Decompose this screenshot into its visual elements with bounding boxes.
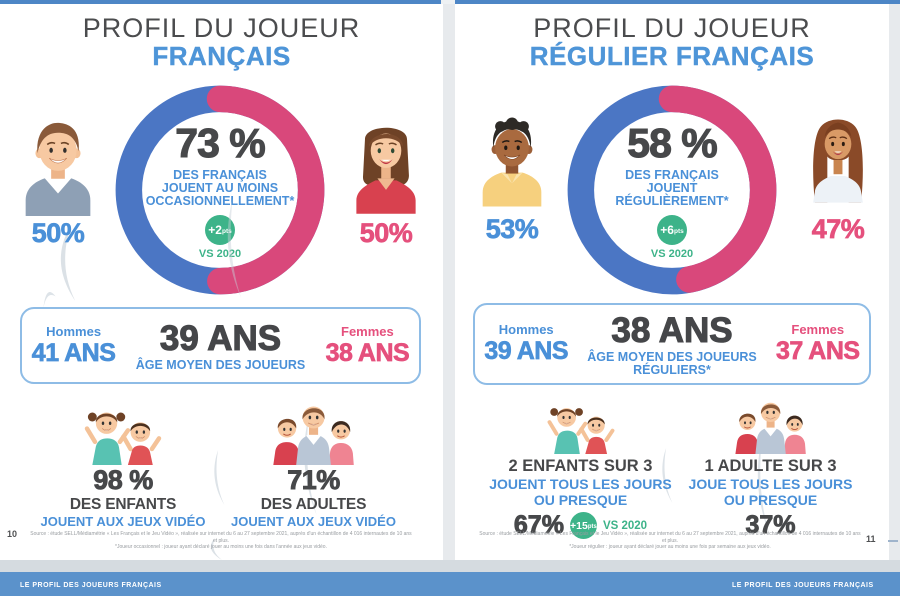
footer-bar	[0, 572, 900, 596]
footer-title: LE PROFIL DES JOUEURS FRANÇAIS	[20, 582, 162, 589]
children-icon	[547, 408, 614, 454]
women-age: Femmes 38 ANS	[316, 324, 419, 368]
average-age: 38 ANS ÂGE MOYEN DES JOUEURS RÉGULIERS*	[577, 310, 766, 378]
average-age: 39 ANS ÂGE MOYEN DES JOUEURS	[125, 318, 316, 373]
page-edge	[889, 4, 900, 560]
men-share: 50%	[8, 118, 108, 249]
page-divider	[443, 4, 455, 560]
delta-unit: pts	[221, 228, 232, 235]
woman-avatar-icon	[356, 127, 416, 214]
source-footnote: Source : étude SELL/Médiamétrie « Les Fr…	[479, 531, 861, 550]
women-share: 47%	[793, 108, 883, 245]
women-age-label: Femmes	[341, 323, 394, 339]
woman-avatar-icon	[813, 119, 863, 203]
page-subtitle: RÉGULIER FRANÇAIS	[529, 41, 815, 71]
men-age-value: 39 ANS	[484, 337, 569, 366]
children-stat: 98 % DES ENFANTS JOUENT AUX JEUX VIDÉO	[38, 401, 208, 529]
donut-segment-femmes	[115, 85, 325, 295]
men-share: 53%	[467, 112, 557, 245]
men-percent: 50%	[31, 218, 85, 249]
delta-value: +2	[208, 223, 222, 237]
adults-icon	[272, 406, 354, 465]
women-age-value: 38 ANS	[325, 338, 410, 367]
stat-subtitle: JOUENT TOUS LES JOURS OU PRESQUE	[489, 476, 672, 508]
vs-2020-label: VS 2020	[198, 248, 242, 260]
stat-value-row: 37%	[673, 511, 868, 540]
donut-center: 58 % DES FRANÇAIS JOUENT RÉGULIÈREMENT* …	[566, 119, 778, 260]
stat-subtitle: JOUE TOUS LES JOURS OU PRESQUE	[688, 476, 853, 508]
adults-stat: 1 ADULTE SUR 3 JOUE TOUS LES JOURS OU PR…	[673, 398, 868, 540]
stat-title: DES ADULTES	[260, 496, 367, 513]
stat-subtitle: JOUENT AUX JEUX VIDÉO	[231, 514, 396, 529]
men-percent: 53%	[485, 214, 539, 245]
gender-donut-chart: 73 % DES FRANÇAIS JOUENT AU MOINS OCCASI…	[114, 84, 326, 296]
women-age: Femmes 37 ANS	[767, 322, 869, 366]
stat-value: 98 %	[93, 465, 154, 496]
stat-title: 1 ADULTE SUR 3	[704, 457, 837, 475]
age-summary-box: Hommes 39 ANS 38 ANS ÂGE MOYEN DES JOUEU…	[473, 303, 871, 385]
donut-center: 73 % DES FRANÇAIS JOUENT AU MOINS OCCASI…	[114, 119, 326, 260]
adults-stat: 71% DES ADULTES JOUENT AUX JEUX VIDÉO	[226, 401, 401, 529]
average-age-label: ÂGE MOYEN DES JOUEURS	[135, 357, 306, 372]
children-stat: 2 ENFANTS SUR 3 JOUENT TOUS LES JOURS OU…	[483, 398, 678, 540]
players-percent-label: DES FRANÇAIS JOUENT RÉGULIÈREMENT*	[615, 168, 729, 208]
women-percent: 47%	[811, 214, 865, 245]
delta-badge: +15 pts	[569, 512, 597, 539]
bottom-strip	[0, 560, 900, 572]
age-summary-box: Hommes 41 ANS 39 ANS ÂGE MOYEN DES JOUEU…	[20, 307, 421, 384]
top-border-notch	[441, 0, 455, 4]
players-percent: 73 %	[175, 119, 267, 166]
page-title: PROFIL DU JOUEUR	[82, 13, 361, 43]
delta-unit: pts	[673, 228, 684, 235]
vs-2020-label: VS 2020	[650, 248, 694, 260]
men-age: Hommes 41 ANS	[22, 324, 125, 368]
page-right: PROFIL DU JOUEUR RÉGULIER FRANÇAIS 58 % …	[455, 4, 889, 560]
man-avatar-icon	[482, 117, 542, 207]
page-number: 11	[866, 534, 876, 544]
stat-value: 71%	[287, 465, 341, 496]
donut-segment-femmes	[567, 85, 777, 295]
women-percent: 50%	[359, 218, 413, 249]
adults-icon	[734, 402, 806, 454]
source-footnote: Source : étude SELL/Médiamétrie « Les Fr…	[30, 531, 412, 550]
men-age-value: 41 ANS	[31, 338, 116, 367]
delta-badge: +2 pts	[205, 215, 235, 245]
stat-value: 67%	[513, 511, 564, 540]
stat-title: DES ENFANTS	[69, 496, 177, 513]
delta-value: +6	[660, 223, 674, 237]
vs-2020-label: VS 2020	[602, 519, 648, 532]
stat-value-row: 67% +15 pts VS 2020	[483, 511, 678, 540]
children-icon	[84, 412, 162, 465]
page-left: PROFIL DU JOUEUR FRANÇAIS 73 % DES FRANÇ…	[0, 4, 443, 560]
women-age-label: Femmes	[791, 322, 845, 337]
stat-title: 2 ENFANTS SUR 3	[508, 457, 653, 475]
page-number: 10	[7, 529, 18, 539]
women-share: 50%	[336, 116, 436, 249]
man-avatar-icon	[25, 122, 91, 216]
men-age: Hommes 39 ANS	[475, 322, 577, 366]
delta-badge: +6 pts	[657, 215, 687, 245]
page-subtitle: FRANÇAIS	[152, 41, 291, 71]
donut-ring	[115, 85, 325, 295]
players-percent: 58 %	[627, 119, 719, 166]
edge-dash	[888, 540, 898, 542]
delta-value: +15	[570, 519, 588, 532]
players-percent-label: DES FRANÇAIS JOUENT AU MOINS OCCASIONNEL…	[145, 168, 295, 208]
gender-donut-chart: 58 % DES FRANÇAIS JOUENT RÉGULIÈREMENT* …	[566, 84, 778, 296]
average-age-value: 38 ANS	[611, 310, 733, 350]
men-age-label: Hommes	[498, 322, 554, 337]
delta-unit: pts	[587, 523, 597, 530]
average-age-label: ÂGE MOYEN DES JOUEURS RÉGULIERS*	[587, 349, 757, 377]
average-age-value: 39 ANS	[159, 318, 282, 358]
stat-subtitle: JOUENT AUX JEUX VIDÉO	[40, 514, 206, 529]
men-age-label: Hommes	[46, 323, 102, 339]
stat-value: 37%	[745, 511, 796, 540]
donut-ring	[567, 85, 777, 295]
page-title: PROFIL DU JOUEUR	[533, 13, 811, 43]
women-age-value: 37 ANS	[775, 337, 861, 366]
footer-title: LE PROFIL DES JOUEURS FRANÇAIS	[732, 582, 874, 589]
